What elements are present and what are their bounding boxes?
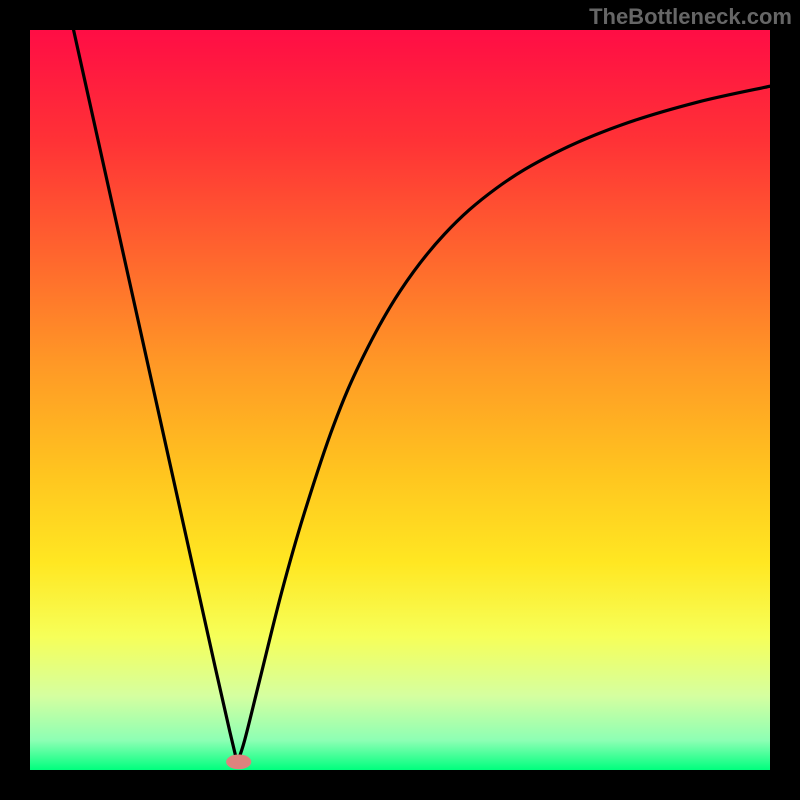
- gradient-background: [30, 30, 770, 770]
- bottleneck-chart-svg: [0, 0, 800, 800]
- vertex-marker: [226, 754, 251, 769]
- watermark-text: TheBottleneck.com: [589, 4, 792, 30]
- chart-container: TheBottleneck.com: [0, 0, 800, 800]
